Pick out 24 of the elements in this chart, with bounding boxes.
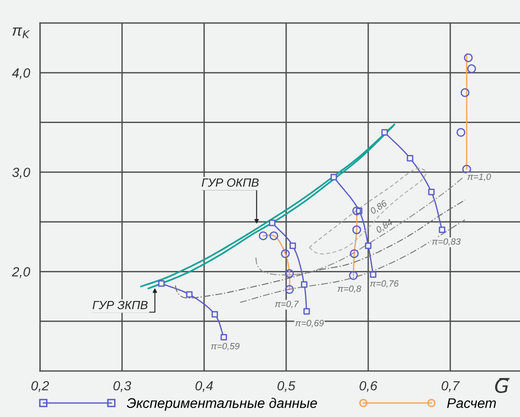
x-tick-label: 0,5 [278, 381, 296, 392]
x-tick-label: 0,6 [360, 381, 378, 392]
annotation: π=0,76 [370, 280, 399, 288]
annotation: 0,86 [370, 200, 388, 216]
x-tick-label: 0,3 [113, 381, 132, 392]
annotation: π=1,0 [468, 174, 492, 181]
annotation: ГУР ЗКПВ [92, 300, 148, 310]
annotation: π=0,69 [295, 320, 324, 328]
annotation: π=0,59 [211, 342, 240, 350]
annotation: 0,84 [375, 218, 394, 234]
annotation: ГУР ОКПВ [202, 178, 259, 187]
x-tick-label: 0,2 [31, 381, 49, 392]
annotation: π=0,7 [275, 300, 299, 308]
y-tick-label: 2,0 [12, 267, 30, 278]
annotation: π=0,83 [432, 238, 461, 246]
y-tick-label: 4,0 [12, 68, 30, 80]
legend-label: Расчет [447, 398, 496, 408]
annotation: π=0,8 [338, 285, 362, 293]
y-tick-label: 3,0 [12, 168, 30, 179]
x-tick-label: 0,4 [196, 381, 213, 392]
x-axis-title: G̅ [495, 378, 510, 394]
y-axis-title: π$_{K}$ [12, 28, 30, 38]
legend-label: Экспериментальные данные [126, 398, 317, 411]
x-tick-label: 0,7 [442, 381, 460, 392]
